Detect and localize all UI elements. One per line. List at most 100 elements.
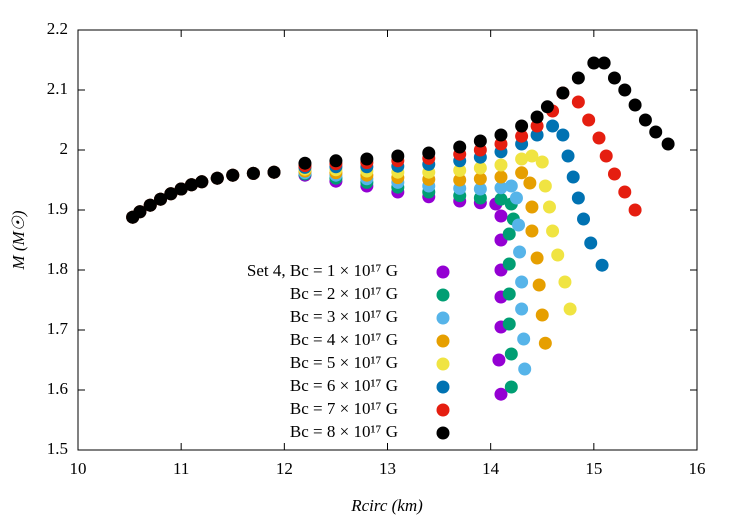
- point: [584, 236, 598, 250]
- point: [661, 137, 675, 151]
- point: [599, 149, 613, 163]
- y-tick-label: 1.7: [47, 319, 69, 338]
- point: [494, 137, 508, 151]
- point: [538, 179, 552, 193]
- y-tick-label: 2: [60, 139, 69, 158]
- point: [494, 170, 508, 184]
- point: [473, 161, 487, 175]
- point: [210, 171, 224, 185]
- point: [143, 198, 157, 212]
- point: [638, 113, 652, 127]
- point: [502, 257, 516, 271]
- point: [502, 287, 516, 301]
- point: [540, 100, 554, 114]
- point: [571, 95, 585, 109]
- point: [246, 166, 260, 180]
- point: [546, 119, 560, 133]
- point: [512, 218, 526, 232]
- x-tick-label: 14: [482, 459, 500, 478]
- legend-marker: [436, 426, 450, 440]
- legend-label: Bc = 4 × 10¹⁷ G: [290, 330, 398, 349]
- x-axis-label: Rcirc (km): [350, 496, 423, 515]
- point: [515, 152, 529, 166]
- point: [492, 353, 506, 367]
- point: [360, 152, 374, 166]
- point: [556, 86, 570, 100]
- point: [571, 191, 585, 205]
- point: [607, 71, 621, 85]
- legend-label: Bc = 3 × 10¹⁷ G: [290, 307, 398, 326]
- point: [494, 128, 508, 142]
- point: [561, 149, 575, 163]
- point: [494, 192, 508, 206]
- point: [582, 113, 596, 127]
- point: [517, 332, 531, 346]
- legend-marker: [436, 311, 450, 325]
- point: [174, 182, 188, 196]
- point: [184, 178, 198, 192]
- x-tick-label: 16: [689, 459, 706, 478]
- point: [525, 200, 539, 214]
- y-tick-label: 1.5: [47, 439, 68, 458]
- point: [267, 165, 281, 179]
- point: [587, 56, 601, 70]
- point: [532, 278, 546, 292]
- point: [515, 302, 529, 316]
- legend-marker: [436, 265, 450, 279]
- point: [154, 192, 168, 206]
- point: [649, 125, 663, 139]
- point: [530, 119, 544, 133]
- point: [422, 146, 436, 160]
- point: [504, 179, 518, 193]
- point: [473, 172, 487, 186]
- y-tick-label: 1.9: [47, 199, 68, 218]
- legend-label: Bc = 7 × 10¹⁷ G: [290, 399, 398, 418]
- point: [618, 185, 632, 199]
- legend-marker: [436, 288, 450, 302]
- x-tick-label: 10: [70, 459, 87, 478]
- point: [535, 155, 549, 169]
- y-tick-label: 1.6: [47, 379, 68, 398]
- point: [453, 140, 467, 154]
- point: [494, 158, 508, 172]
- point: [530, 128, 544, 142]
- point: [502, 317, 516, 331]
- y-tick-label: 2.1: [47, 79, 68, 98]
- point: [597, 56, 611, 70]
- point: [473, 143, 487, 157]
- x-tick-label: 13: [379, 459, 396, 478]
- point: [523, 176, 537, 190]
- point: [525, 224, 539, 238]
- point: [530, 251, 544, 265]
- point: [298, 156, 312, 170]
- point: [329, 154, 343, 168]
- point: [595, 258, 609, 272]
- point: [571, 71, 585, 85]
- legend-label: Bc = 8 × 10¹⁷ G: [290, 422, 398, 441]
- point: [164, 187, 178, 201]
- point: [525, 149, 539, 163]
- point: [195, 175, 209, 189]
- y-axis-label: M (M☉): [9, 210, 28, 270]
- legend-marker: [436, 403, 450, 417]
- point: [226, 168, 240, 182]
- point: [133, 205, 147, 219]
- legend-label: Bc = 2 × 10¹⁷ G: [290, 284, 398, 303]
- point: [607, 167, 621, 181]
- point: [558, 275, 572, 289]
- point: [453, 173, 467, 187]
- point: [535, 308, 549, 322]
- point: [473, 182, 487, 196]
- point: [592, 131, 606, 145]
- point: [494, 181, 508, 195]
- point: [518, 362, 532, 376]
- legend-label: Bc = 5 × 10¹⁷ G: [290, 353, 398, 372]
- point: [502, 227, 516, 241]
- point: [453, 163, 467, 177]
- point: [504, 347, 518, 361]
- point: [546, 224, 560, 238]
- point: [515, 119, 529, 133]
- point: [628, 203, 642, 217]
